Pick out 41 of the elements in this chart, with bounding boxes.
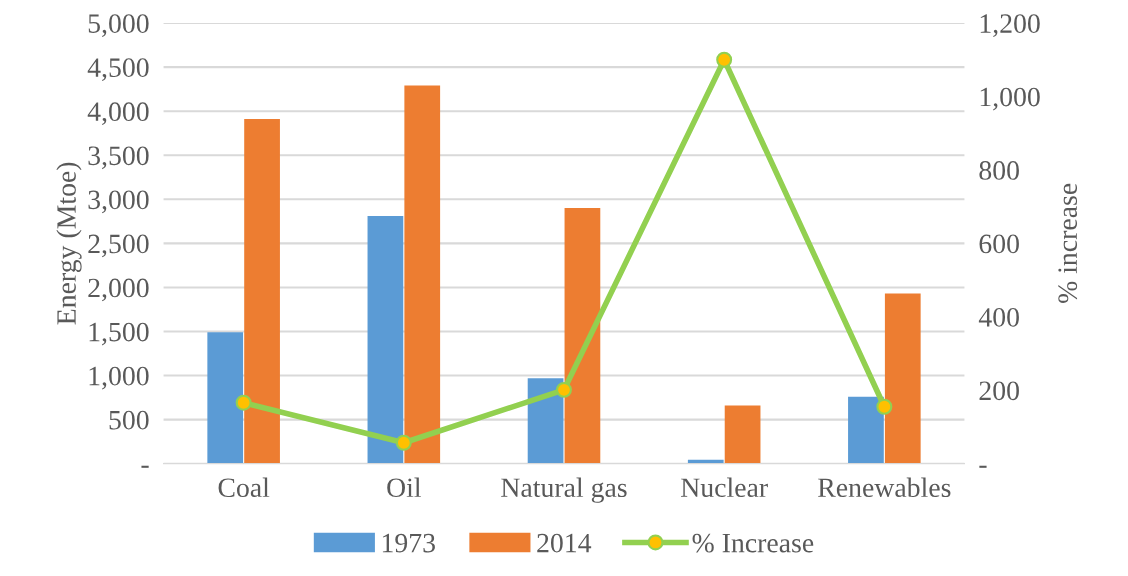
- x-tick-label: Natural gas: [501, 477, 627, 503]
- y-tick-label: 4,000: [87, 102, 149, 126]
- bar: [244, 119, 280, 464]
- point: [556, 381, 572, 398]
- x-tick-label: Renewables: [818, 477, 951, 498]
- y2-tick-label: 800: [979, 161, 1019, 180]
- y-tick-label: 500: [109, 410, 149, 430]
- point: [876, 398, 893, 415]
- bar: [848, 396, 884, 464]
- y2-tick-label: 1,000: [980, 87, 1040, 111]
- y-tick-label: 3,500: [88, 146, 149, 170]
- point: [395, 434, 412, 451]
- y-tick-label: 2,500: [88, 234, 149, 258]
- y-tick-label: 4,500: [87, 58, 149, 82]
- x-tick-label: Coal: [218, 477, 270, 498]
- y2-tick-label: 1,200: [980, 14, 1040, 37]
- y2-tick-label: -: [979, 465, 987, 468]
- bar: [564, 208, 601, 464]
- bar: [884, 293, 921, 464]
- bar: [367, 216, 404, 464]
- y-tick-label: 2,000: [88, 278, 149, 302]
- y-axis-title: Energy (Mtoe): [56, 162, 82, 325]
- legend-label: % Increase: [692, 533, 814, 553]
- bar: [724, 405, 761, 464]
- y-tick-label: 3,000: [88, 190, 149, 214]
- y2-tick-label: 400: [978, 307, 1019, 327]
- y2-tick-label: 600: [979, 234, 1019, 254]
- y2-axis-title: % increase: [1058, 183, 1078, 303]
- x-tick-label: Nuclear: [681, 477, 768, 498]
- y-tick-label: 5,000: [88, 14, 149, 37]
- legend-label: 2014: [537, 533, 592, 553]
- y-tick-label: 1,500: [89, 322, 149, 346]
- bar: [207, 332, 244, 464]
- point: [716, 51, 733, 68]
- y-tick-label: -: [141, 465, 149, 468]
- legend-label: 1973: [382, 533, 435, 553]
- y2-tick-label: 200: [979, 381, 1019, 401]
- bar: [404, 85, 441, 464]
- y-tick-label: 1,000: [89, 366, 149, 390]
- x-tick-label: Oil: [387, 477, 422, 498]
- point: [235, 394, 252, 411]
